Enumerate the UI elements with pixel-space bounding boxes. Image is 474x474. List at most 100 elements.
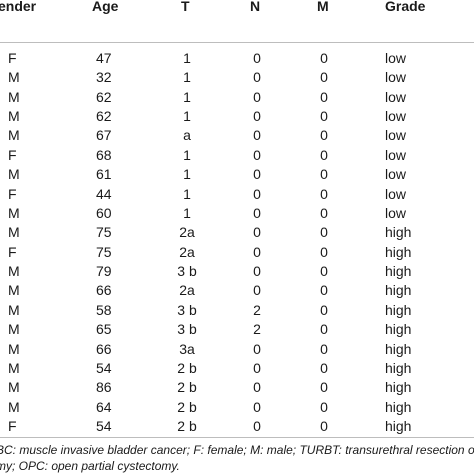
cell-t: 2a <box>179 282 195 298</box>
cell-gender: M <box>8 341 20 357</box>
header-gender: ender <box>0 0 37 14</box>
cell-n: 0 <box>253 147 261 163</box>
cell-grade: high <box>385 360 412 376</box>
cell-t: 1 <box>183 69 191 85</box>
cell-n: 0 <box>253 360 261 376</box>
table-header-row: ender Age T N M Grade <box>0 0 474 30</box>
cell-n: 0 <box>253 341 261 357</box>
cell-age: 62 <box>96 108 112 124</box>
cell-age: 64 <box>96 399 112 415</box>
cell-age: 75 <box>96 224 112 240</box>
cell-age: 66 <box>96 282 112 298</box>
cell-grade: high <box>385 321 412 337</box>
cell-n: 0 <box>253 50 261 66</box>
cell-t: 1 <box>183 205 191 221</box>
cell-gender: F <box>8 186 17 202</box>
cell-n: 0 <box>253 244 261 260</box>
footnote-line-2: my; OPC: open partial cystectomy. <box>0 459 180 473</box>
cell-age: 47 <box>96 50 112 66</box>
cell-grade: low <box>385 50 407 66</box>
cell-m: 0 <box>320 127 328 143</box>
cell-gender: F <box>8 50 17 66</box>
cell-age: 65 <box>96 321 112 337</box>
cell-t: 3a <box>179 341 195 357</box>
header-n: N <box>250 0 261 14</box>
cell-m: 0 <box>320 263 328 279</box>
cell-n: 0 <box>253 263 261 279</box>
cell-grade: high <box>385 282 412 298</box>
cell-n: 0 <box>253 108 261 124</box>
footnote-line-1: BC: muscle invasive bladder cancer; F: f… <box>0 443 474 457</box>
cell-n: 0 <box>253 282 261 298</box>
cell-n: 0 <box>253 166 261 182</box>
cell-grade: high <box>385 244 412 260</box>
cell-gender: M <box>8 69 20 85</box>
cell-age: 67 <box>96 127 112 143</box>
cell-m: 0 <box>320 379 328 395</box>
header-grade: Grade <box>385 0 426 14</box>
cell-t: 1 <box>183 147 191 163</box>
cell-age: 66 <box>96 341 112 357</box>
cell-m: 0 <box>320 282 328 298</box>
cell-age: 60 <box>96 205 112 221</box>
cell-m: 0 <box>320 399 328 415</box>
cell-grade: high <box>385 302 412 318</box>
cell-age: 86 <box>96 379 112 395</box>
cell-gender: M <box>8 263 20 279</box>
cell-grade: low <box>385 89 407 105</box>
cell-t: 3 b <box>177 263 197 279</box>
cell-m: 0 <box>320 205 328 221</box>
cell-m: 0 <box>320 360 328 376</box>
cell-gender: M <box>8 205 20 221</box>
header-divider <box>0 42 474 43</box>
cell-n: 2 <box>253 302 261 318</box>
cell-m: 0 <box>320 89 328 105</box>
cell-grade: low <box>385 69 407 85</box>
cell-grade: low <box>385 127 407 143</box>
cell-m: 0 <box>320 321 328 337</box>
cell-gender: F <box>8 244 17 260</box>
cell-t: 1 <box>183 89 191 105</box>
cell-t: 2a <box>179 244 195 260</box>
cell-gender: M <box>8 89 20 105</box>
cell-gender: M <box>8 108 20 124</box>
cell-grade: high <box>385 263 412 279</box>
cell-t: 2 b <box>177 418 197 434</box>
cell-gender: F <box>8 418 17 434</box>
cell-grade: high <box>385 399 412 415</box>
cell-t: 1 <box>183 50 191 66</box>
cell-age: 62 <box>96 89 112 105</box>
cell-gender: M <box>8 224 20 240</box>
cell-m: 0 <box>320 224 328 240</box>
cell-t: 2 b <box>177 399 197 415</box>
cell-grade: high <box>385 341 412 357</box>
cell-n: 0 <box>253 379 261 395</box>
cell-age: 68 <box>96 147 112 163</box>
cell-grade: high <box>385 224 412 240</box>
cell-age: 79 <box>96 263 112 279</box>
cell-age: 44 <box>96 186 112 202</box>
cell-n: 0 <box>253 186 261 202</box>
cell-m: 0 <box>320 341 328 357</box>
cell-age: 54 <box>96 360 112 376</box>
cell-grade: low <box>385 186 407 202</box>
cell-age: 61 <box>96 166 112 182</box>
cell-gender: M <box>8 302 20 318</box>
cell-age: 32 <box>96 69 112 85</box>
cell-gender: M <box>8 321 20 337</box>
cell-n: 0 <box>253 69 261 85</box>
header-age: Age <box>92 0 119 14</box>
cell-age: 54 <box>96 418 112 434</box>
cell-n: 0 <box>253 418 261 434</box>
cell-gender: M <box>8 399 20 415</box>
cell-t: 1 <box>183 186 191 202</box>
cell-grade: low <box>385 205 407 221</box>
cell-age: 58 <box>96 302 112 318</box>
cell-gender: F <box>8 147 17 163</box>
cell-gender: M <box>8 282 20 298</box>
cell-t: a <box>183 127 191 143</box>
cell-m: 0 <box>320 244 328 260</box>
cell-m: 0 <box>320 186 328 202</box>
cell-m: 0 <box>320 302 328 318</box>
cell-grade: low <box>385 147 407 163</box>
